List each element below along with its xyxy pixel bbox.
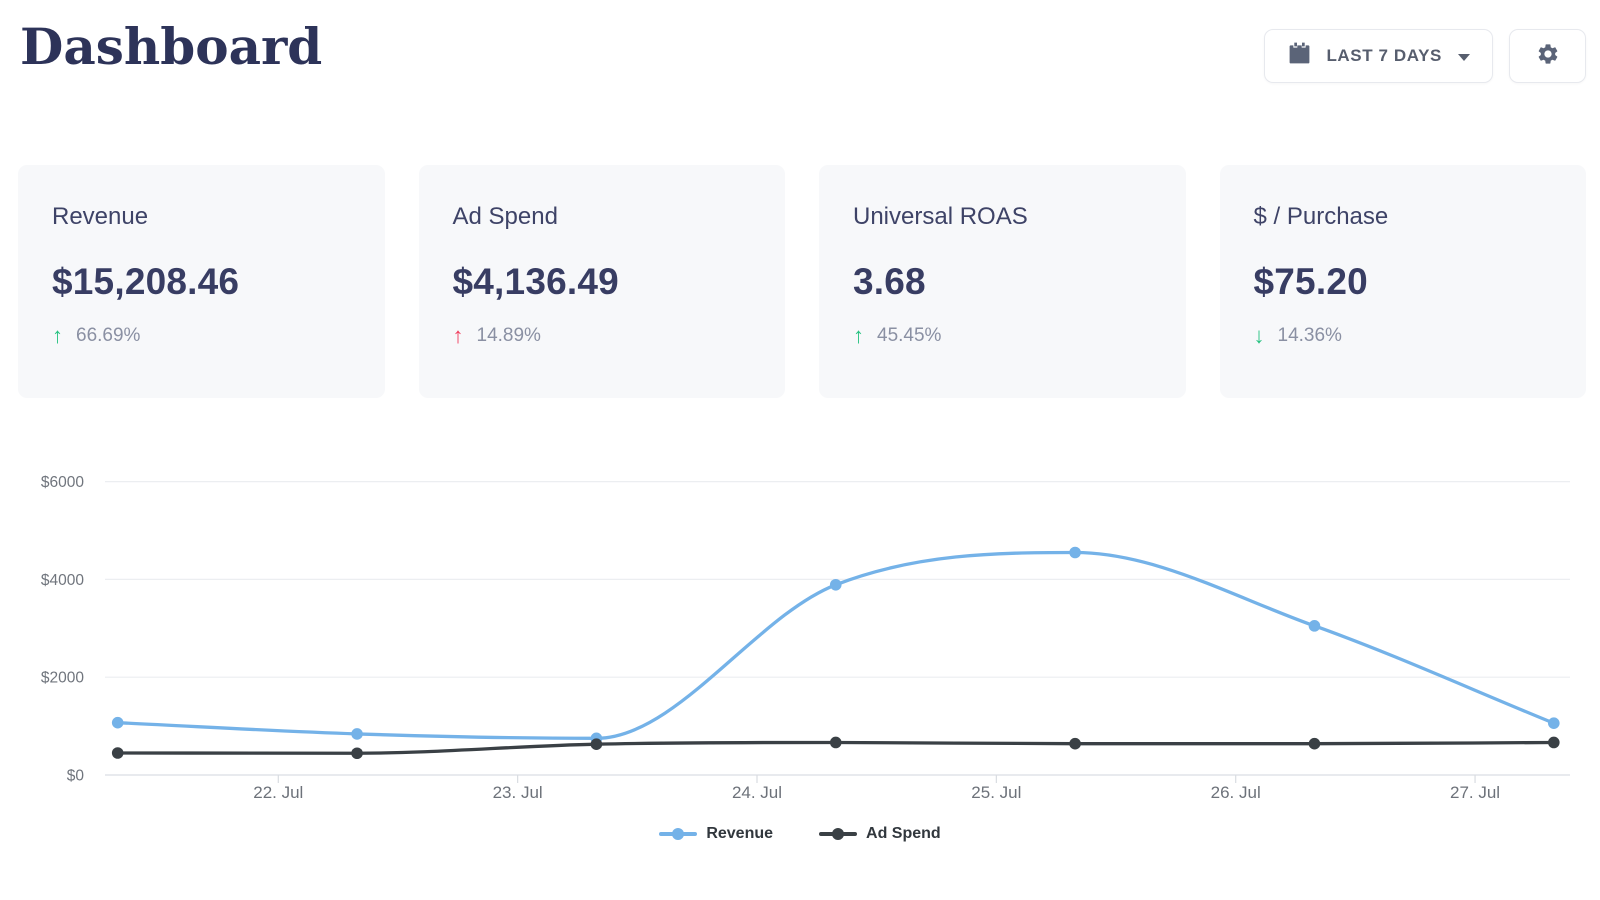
- card-delta: ↓ 14.36%: [1254, 325, 1553, 347]
- card-value: $4,136.49: [452, 261, 619, 302]
- series-points-ad-spend: [111, 736, 1560, 760]
- settings-button[interactable]: [1509, 29, 1586, 83]
- date-range-label: LAST 7 DAYS: [1326, 46, 1442, 65]
- y-axis-labels: $0 $2000 $4000 $6000: [41, 474, 84, 784]
- x-tick-label: 25. Jul: [971, 783, 1021, 802]
- data-point-revenue: [829, 578, 842, 591]
- y-tick-label: $2000: [41, 670, 84, 687]
- data-point-revenue: [111, 716, 124, 729]
- chart-legend: Revenue Ad Spend: [0, 825, 1600, 843]
- data-point-ad-spend: [590, 738, 603, 750]
- page-title: Dashboard: [20, 17, 323, 76]
- data-point-revenue: [1308, 620, 1321, 632]
- x-tick-label: 23. Jul: [493, 783, 543, 802]
- x-tick-marks: [277, 775, 1476, 783]
- chevron-down-icon: [1458, 53, 1470, 61]
- legend-item-revenue[interactable]: Revenue: [659, 825, 773, 843]
- data-point-revenue: [351, 728, 363, 740]
- stat-card-revenue: Revenue $15,208.46 ↑ 66.69%: [18, 165, 385, 398]
- data-point-revenue: [1548, 717, 1560, 729]
- trend-down-icon: ↓: [1253, 323, 1265, 348]
- card-title: Ad Spend: [452, 203, 558, 230]
- header-actions: LAST 7 DAYS: [1264, 29, 1586, 83]
- data-point-ad-spend: [829, 736, 842, 749]
- legend-item-ad-spend[interactable]: Ad Spend: [819, 825, 941, 843]
- card-value: $15,208.46: [52, 261, 240, 302]
- y-tick-label: $6000: [41, 474, 84, 491]
- y-gridlines: [105, 480, 1570, 776]
- stat-cards: Revenue $15,208.46 ↑ 66.69% Ad Spend $4,…: [18, 165, 1586, 398]
- calendar-icon: [1287, 41, 1312, 71]
- card-value: $75.20: [1253, 261, 1368, 302]
- data-point-ad-spend: [111, 747, 124, 759]
- card-delta: ↑ 45.45%: [853, 325, 1152, 347]
- card-title: Revenue: [52, 203, 149, 230]
- stat-card-dollar-per-purchase: $ / Purchase $75.20 ↓ 14.36%: [1219, 165, 1586, 398]
- data-point-ad-spend: [351, 747, 363, 760]
- trend-up-icon: ↑: [52, 323, 63, 348]
- y-tick-label: $0: [67, 768, 85, 785]
- data-point-ad-spend: [1308, 737, 1321, 750]
- delta-percentage: 14.36%: [1277, 325, 1342, 346]
- delta-percentage: 45.45%: [877, 325, 942, 346]
- stat-card-universal-roas: Universal ROAS 3.68 ↑ 45.45%: [819, 165, 1186, 398]
- card-title: Universal ROAS: [853, 203, 1028, 230]
- card-title: $ / Purchase: [1253, 203, 1389, 230]
- card-delta: ↑ 14.89%: [453, 325, 752, 347]
- data-point-ad-spend: [1069, 737, 1081, 750]
- x-tick-label: 26. Jul: [1211, 783, 1261, 802]
- trend-up-icon: ↑: [853, 323, 864, 348]
- legend-label: Revenue: [706, 825, 774, 842]
- delta-percentage: 66.69%: [76, 325, 141, 346]
- header: Dashboard LAST 7 DAYS: [0, 0, 1600, 86]
- x-tick-label: 24. Jul: [732, 783, 782, 802]
- legend-marker-icon: [819, 828, 858, 840]
- data-point-ad-spend: [1548, 736, 1560, 749]
- x-tick-labels: 22. Jul 23. Jul 24. Jul 25. Jul 26. Jul 27. J…: [253, 783, 1500, 802]
- trend-up-icon: ↑: [452, 323, 464, 348]
- x-tick-label: 27. Jul: [1450, 783, 1500, 802]
- card-value: 3.68: [853, 261, 926, 302]
- y-tick-label: $4000: [41, 572, 84, 589]
- legend-label: Ad Spend: [866, 825, 941, 842]
- series-points-revenue: [111, 546, 1560, 745]
- x-tick-label: 22. Jul: [253, 783, 303, 802]
- gear-icon: [1536, 42, 1560, 71]
- stat-card-ad-spend: Ad Spend $4,136.49 ↑ 14.89%: [418, 165, 785, 398]
- date-range-button[interactable]: LAST 7 DAYS: [1264, 29, 1493, 83]
- line-chart: $0 $2000 $4000 $6000 22. Jul 23. Jul 24. Jul 25…: [0, 440, 1600, 843]
- card-delta: ↑ 66.69%: [52, 325, 351, 347]
- delta-percentage: 14.89%: [476, 325, 541, 346]
- legend-marker-icon: [659, 828, 698, 840]
- data-point-revenue: [1069, 546, 1081, 559]
- line-chart-canvas: $0 $2000 $4000 $6000 22. Jul 23. Jul 24. Jul 25…: [41, 474, 1570, 802]
